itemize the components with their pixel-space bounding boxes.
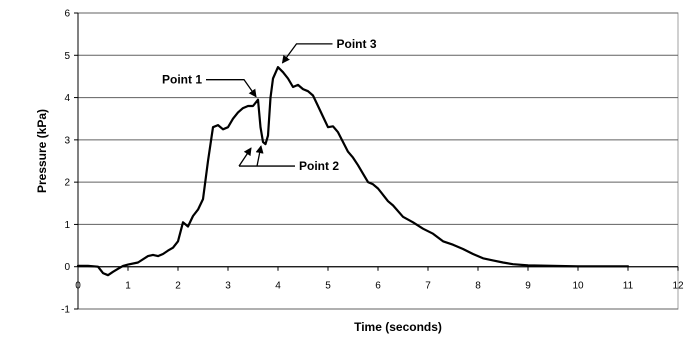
y-axis-label: Pressure (kPa) xyxy=(35,109,49,193)
annotation-arrow xyxy=(238,147,252,167)
x-tick-label: 10 xyxy=(572,281,584,292)
y-tick-label: 3 xyxy=(64,135,70,146)
annotation-label: Point 3 xyxy=(337,37,377,51)
annotation-label: Point 2 xyxy=(299,159,339,173)
x-tick-label: 6 xyxy=(375,281,381,292)
data-layer xyxy=(76,65,630,277)
y-tick-label: 2 xyxy=(64,178,70,189)
annotation-point-2: Point 2 xyxy=(238,145,339,173)
x-tick-label: 2 xyxy=(175,281,181,292)
annotation-arrow xyxy=(255,145,264,167)
y-tick-label: 6 xyxy=(64,9,70,20)
annotation-arrow xyxy=(281,43,333,64)
plot-area-border xyxy=(77,12,679,310)
annotation-point-3: Point 3 xyxy=(281,37,377,64)
pressure-series-line xyxy=(76,65,630,277)
annotation-arrow xyxy=(206,79,257,98)
x-tick-label: 8 xyxy=(475,281,481,292)
x-tick-label: 3 xyxy=(225,281,231,292)
gridlines xyxy=(77,12,679,310)
x-tick-label: 9 xyxy=(525,281,531,292)
y-tick-label: 4 xyxy=(64,93,70,104)
x-tick-label: 7 xyxy=(425,281,431,292)
x-axis-label: Time (seconds) xyxy=(354,320,442,334)
x-tick-label: 5 xyxy=(325,281,331,292)
x-tick-label: 4 xyxy=(275,281,281,292)
x-tick-label: 0 xyxy=(75,281,81,292)
y-tick-label: 1 xyxy=(64,220,70,231)
annotations: Point 1 Point 2 Point 3 xyxy=(162,37,377,173)
y-tick-label: 0 xyxy=(64,262,70,273)
x-tick-label: 12 xyxy=(672,281,684,292)
x-tick-label: 1 xyxy=(125,281,131,292)
annotation-point-1: Point 1 xyxy=(162,73,257,98)
y-tick-label: -1 xyxy=(61,305,70,316)
x-tick-label: 11 xyxy=(623,281,634,292)
y-tick-label: 5 xyxy=(64,51,70,62)
annotation-label: Point 1 xyxy=(162,73,202,87)
